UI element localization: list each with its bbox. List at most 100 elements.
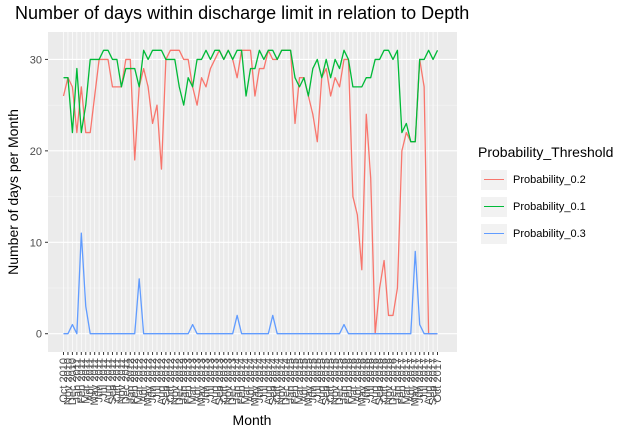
x-tick-label: Nov 2015 — [330, 358, 342, 405]
y-axis-title: Number of days per Month — [5, 109, 21, 275]
x-tick-label: Jul 2017 — [419, 358, 431, 400]
legend-key — [481, 196, 507, 217]
x-tick-label: Mar 2012 — [134, 358, 146, 404]
x-tick-label: Oct 2017 — [432, 358, 444, 403]
x-tick-label: Oct 2016 — [379, 358, 391, 403]
y-axis: 0 10 20 30 — [30, 54, 48, 341]
x-tick-label: Nov 2010 — [62, 358, 74, 405]
chart-title: Number of days within discharge limit in… — [15, 3, 470, 23]
x-tick-label: Apr 2017 — [405, 358, 417, 403]
x-tick-label: Aug 2017 — [423, 358, 435, 405]
x-tick-label: Feb 2015 — [290, 358, 302, 404]
series-layer — [62, 49, 439, 335]
legend: Probability_Threshold Probability_0.2 Pro… — [478, 144, 613, 247]
x-tick-label: Feb 2011 — [76, 358, 88, 404]
legend-label: Probability_0.2 — [513, 173, 586, 186]
x-tick-label: Aug 2012 — [156, 358, 168, 405]
y-tick-label: 20 — [30, 146, 42, 158]
x-tick-label: May 2013 — [196, 358, 208, 406]
x-tick-label: Jan 2014 — [232, 358, 244, 403]
x-tick-label: Jan 2013 — [178, 358, 190, 403]
legend-item: Probability_0.3 — [478, 220, 613, 247]
y-tick-label: 0 — [36, 329, 42, 341]
x-tick-label: Apr 2015 — [298, 358, 310, 403]
x-tick-label: Sep 2014 — [267, 358, 279, 405]
x-tick-label: Feb 2014 — [236, 358, 248, 404]
x-tick-label: Oct 2015 — [325, 358, 337, 403]
x-tick-label: Jul 2011 — [98, 358, 110, 399]
x-tick-label: Jul 2013 — [205, 358, 217, 400]
x-tick-label: Dec 2013 — [227, 358, 239, 405]
legend-key — [481, 169, 507, 190]
x-tick-label: Jan 2016 — [339, 358, 351, 403]
x-tick-label: Apr 2014 — [245, 358, 257, 403]
legend-items: Probability_0.2 Probability_0.1 Probabilit… — [478, 166, 613, 247]
x-tick-label: Jul 2012 — [152, 358, 164, 400]
x-tick-label: Mar 2017 — [401, 358, 413, 404]
x-tick-label: Apr 2016 — [352, 358, 364, 403]
x-tick-label: Oct 2014 — [272, 358, 284, 403]
x-tick-label: Dec 2015 — [334, 358, 346, 405]
legend-key-line — [484, 205, 504, 207]
x-tick-label: Nov 2013 — [223, 358, 235, 405]
x-tick-label: Sep 2016 — [374, 358, 386, 405]
x-tick-label: Nov 2014 — [276, 358, 288, 405]
x-tick-label: Jul 2014 — [258, 358, 270, 400]
x-tick-label: Oct 2010 — [58, 358, 70, 403]
legend-label: Probability_0.3 — [513, 227, 586, 240]
x-tick-label: Apr 2013 — [192, 358, 204, 403]
legend-label: Probability_0.1 — [513, 200, 586, 213]
y-tick-label: 30 — [30, 54, 42, 66]
x-tick-label: Sep 2011 — [107, 358, 119, 404]
x-tick-label: Jun 2011 — [94, 358, 106, 402]
x-tick-label: Nov 2016 — [383, 358, 395, 405]
x-tick-label: Aug 2015 — [316, 358, 328, 405]
legend-key — [481, 223, 507, 244]
x-tick-label: Feb 2013 — [183, 358, 195, 404]
legend-item: Probability_0.1 — [478, 193, 613, 220]
x-tick-label: Mar 2016 — [347, 358, 359, 404]
x-axis-title: Month — [233, 412, 272, 428]
x-tick-label: Apr 2011 — [85, 358, 97, 402]
x-tick-label: Oct 2013 — [218, 358, 230, 403]
x-tick-label: Jun 2016 — [361, 358, 373, 403]
legend-title: Probability_Threshold — [478, 144, 614, 160]
x-tick-label: Jan 2011 — [71, 358, 83, 402]
series-line-Probability_0.1 — [63, 49, 439, 143]
x-tick-label: Jul 2016 — [365, 358, 377, 400]
x-tick-label: Sep 2013 — [214, 358, 226, 405]
x-tick-label: Nov 2012 — [169, 358, 181, 405]
x-tick-label: Sep 2015 — [321, 358, 333, 405]
x-tick-label: May 2016 — [356, 358, 368, 406]
x-tick-label: Mar 2014 — [241, 358, 253, 404]
x-tick-label: Dec 2010 — [67, 358, 79, 405]
x-tick-label: Sep 2017 — [428, 358, 440, 405]
x-tick-label: Jun 2012 — [147, 358, 159, 403]
x-tick-label: Jun 2017 — [414, 358, 426, 403]
x-tick-label: Aug 2013 — [209, 358, 221, 405]
x-tick-label: Nov 2011 — [116, 358, 128, 404]
x-tick-label: Mar 2015 — [294, 358, 306, 404]
x-tick-label: Sep 2012 — [160, 358, 172, 405]
x-tick-label: Jun 2015 — [307, 358, 319, 403]
x-tick-label: Feb 2012 — [129, 358, 141, 404]
x-tick-label: Feb 2017 — [396, 358, 408, 404]
x-tick-label: Aug 2014 — [263, 358, 275, 405]
x-tick-label: Jan 2012 — [125, 358, 137, 403]
x-tick-label: Jun 2014 — [254, 358, 266, 403]
y-tick-label: 10 — [30, 237, 42, 249]
legend-key-line — [484, 232, 504, 234]
legend-key-line — [484, 178, 504, 180]
x-tick-label: Dec 2012 — [174, 358, 186, 405]
series-line-Probability_0.3 — [63, 232, 438, 335]
x-tick-label: Jan 2015 — [285, 358, 297, 403]
x-tick-label: May 2015 — [303, 358, 315, 406]
x-tick-label: May 2011 — [89, 358, 101, 406]
x-tick-label: May 2017 — [410, 358, 422, 406]
x-tick-label: Dec 2016 — [387, 358, 399, 405]
x-tick-label: Oct 2012 — [165, 358, 177, 403]
x-tick-label: Mar 2011 — [80, 358, 92, 404]
x-tick-label: Feb 2016 — [343, 358, 355, 404]
